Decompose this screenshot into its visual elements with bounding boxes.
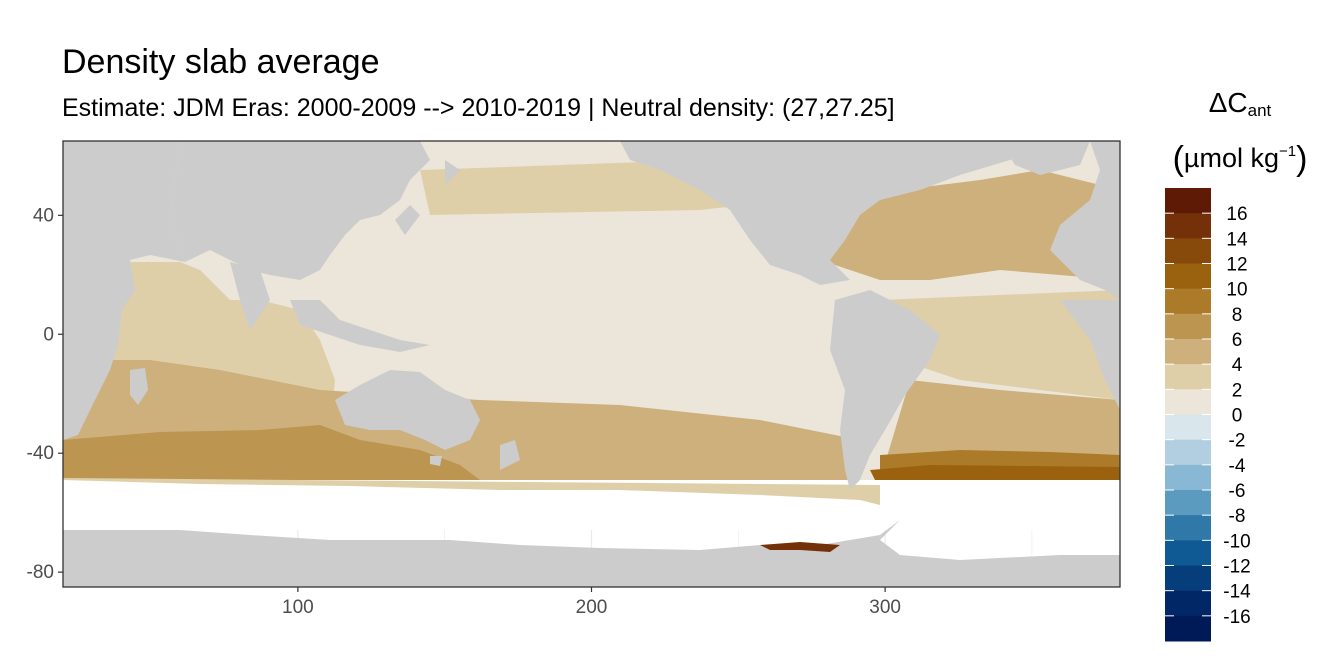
north-atlantic-region [820, 170, 1120, 280]
legend-break-label: -10 [1223, 531, 1250, 552]
x-tick-label: 300 [869, 597, 901, 618]
legend-swatch [1165, 263, 1211, 290]
x-axis: 100 200 300 [282, 587, 901, 618]
legend-swatch [1165, 565, 1211, 592]
south-america-landmass [830, 290, 940, 490]
antarctica-landmass [63, 520, 1120, 587]
legend-swatch [1165, 213, 1211, 239]
legend-break-label: -6 [1229, 481, 1246, 502]
indonesia-landmass [290, 300, 430, 352]
west-africa-landmass [1060, 300, 1120, 410]
plot-subtitle: Estimate: JDM Eras: 2000-2009 --> 2010-2… [62, 94, 895, 122]
legend-break-label: 16 [1226, 204, 1247, 225]
legend-break-label: 2 [1232, 380, 1243, 401]
legend-break-label: -14 [1223, 582, 1251, 603]
legend-swatch [1165, 615, 1211, 642]
y-tick-label: -80 [27, 562, 54, 583]
legend-swatch [1165, 288, 1211, 315]
kamchatka-landmass [445, 160, 460, 185]
tropical-atlantic-region [880, 290, 1120, 400]
legend-break-label: 8 [1232, 305, 1243, 326]
europe-landmass [1050, 141, 1120, 300]
y-axis: 40 0 -40 -80 [27, 205, 63, 583]
legend-swatch [1165, 313, 1211, 340]
legend-swatch [1165, 389, 1211, 415]
legend-break-label: -16 [1223, 607, 1250, 628]
eurasia-landmass [170, 141, 430, 280]
legend-swatch [1165, 590, 1211, 617]
legend-labels: 16 14 12 10 8 6 4 2 0 -2 -4 -6 -8 -10 -12 -14 -16 [1223, 204, 1251, 628]
legend-swatch [1165, 188, 1211, 214]
antarctic-slope-peak-region [760, 542, 840, 552]
tasmania-landmass [430, 456, 442, 466]
greenland-landmass [1000, 141, 1090, 175]
legend-swatch [1165, 364, 1211, 390]
legend-break-label: -8 [1229, 506, 1246, 527]
y-tick-label: 0 [43, 324, 54, 345]
legend-break-label: 12 [1226, 255, 1247, 276]
legend-swatch [1165, 414, 1211, 441]
legend-swatch [1165, 339, 1211, 365]
legend-break-label: 10 [1226, 280, 1247, 301]
legend-swatch [1165, 490, 1211, 516]
legend-swatch [1165, 515, 1211, 541]
legend-break-label: -12 [1223, 557, 1250, 578]
legend-swatch [1165, 540, 1211, 566]
legend-unit: (µmol kg−1) [1172, 140, 1308, 178]
plot-title: Density slab average [62, 43, 380, 81]
africa-landmass [63, 141, 185, 440]
new-zealand-landmass [500, 440, 520, 470]
legend-swatch [1165, 464, 1211, 491]
legend-colorbar [1165, 188, 1211, 642]
japan-landmass [395, 205, 420, 235]
southern-lower-band-region [63, 478, 880, 505]
y-tick-label: -40 [27, 443, 54, 464]
india-landmass [230, 262, 270, 330]
southern-deep-band-region [63, 425, 480, 480]
legend-break-label: 6 [1232, 330, 1243, 351]
x-tick-label: 100 [282, 597, 314, 618]
legend-swatch [1165, 238, 1211, 264]
australia-landmass [335, 370, 480, 450]
land-layer [63, 141, 1120, 587]
legend-break-label: -4 [1229, 456, 1246, 477]
north-america-landmass [620, 141, 1050, 285]
legend-break-label: 4 [1232, 355, 1243, 376]
madagascar-landmass [130, 368, 148, 405]
x-tick-label: 200 [576, 597, 608, 618]
legend-break-label: 0 [1232, 406, 1243, 427]
y-tick-label: 40 [33, 205, 54, 226]
legend-swatch [1165, 439, 1211, 466]
legend-break-label: 14 [1226, 229, 1248, 250]
legend-title: ΔCant [1208, 87, 1272, 120]
legend-break-label: -2 [1229, 431, 1246, 452]
